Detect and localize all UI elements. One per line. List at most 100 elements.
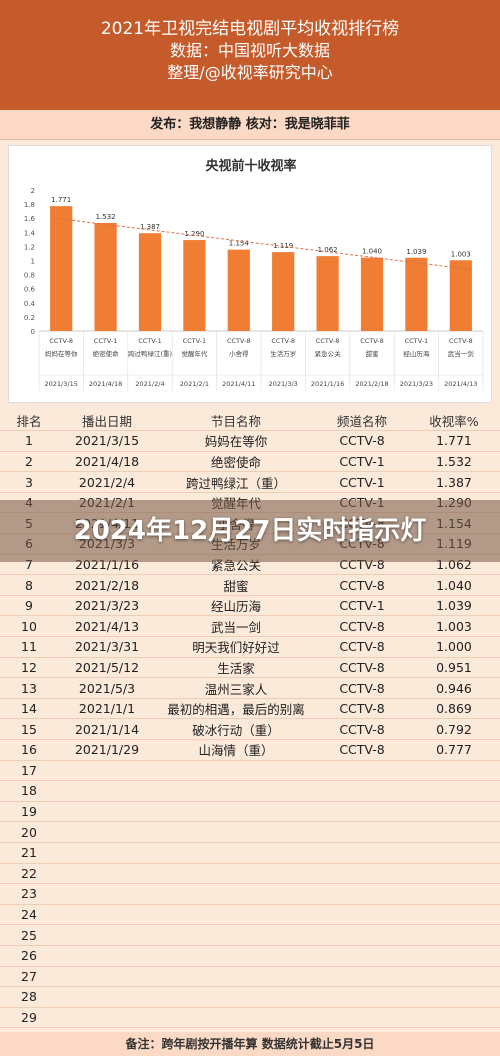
- table-cell: [408, 904, 500, 926]
- table-header-cell: 频道名称: [316, 410, 408, 432]
- table-cell: [316, 821, 408, 843]
- table-header-cell: 收视率%: [408, 410, 500, 432]
- table-row: 26: [0, 945, 500, 967]
- table-cell: 2021/3/31: [58, 636, 156, 658]
- bar-chart: 央视前十收视率 0 0.2 0.4 0.6 0.8 1 1.2 1.4 1.6 1.8 2 1.771 C…: [24, 158, 484, 391]
- table-cell: [316, 924, 408, 946]
- table-row: 17: [0, 760, 500, 782]
- table-cell: [316, 883, 408, 905]
- table-cell: 1.000: [408, 636, 500, 658]
- table-cell: [156, 801, 316, 823]
- header-banner: 2021年卫视完结电视剧平均收视排行榜 数据：中国视听大数据 整理/@收视率研究…: [0, 0, 500, 110]
- x-category-label: 觉醒年代: [181, 349, 208, 358]
- table-cell: 最初的相遇，最后的别离: [156, 698, 316, 720]
- table-cell: CCTV-1: [316, 471, 408, 493]
- table-cell: 山海情（重）: [156, 739, 316, 761]
- table-row: 19: [0, 801, 500, 823]
- table-cell: [58, 780, 156, 802]
- bar: [183, 240, 206, 331]
- table-cell: 12: [0, 657, 58, 679]
- table-cell: 14: [0, 698, 58, 720]
- table-cell: 1.003: [408, 615, 500, 638]
- table-cell: 甜蜜: [156, 574, 316, 596]
- table-cell: CCTV-8: [316, 615, 408, 638]
- bar: [316, 256, 339, 331]
- table-cell: 1: [0, 430, 58, 452]
- table-cell: 温州三家人: [156, 677, 316, 699]
- table-header-cell: 排名: [0, 410, 58, 432]
- table-cell: [316, 842, 408, 864]
- table-cell: 0.792: [408, 718, 500, 740]
- bar-value-label: 1.154: [229, 240, 250, 248]
- y-tick-label: 0: [31, 328, 35, 336]
- x-date-label: 2021/2/1: [180, 380, 209, 388]
- table-row: 21: [0, 842, 500, 864]
- trend-line: [52, 217, 475, 271]
- table-cell: 20: [0, 821, 58, 843]
- x-date-label: 2021/2/4: [135, 380, 164, 388]
- table-cell: 19: [0, 801, 58, 823]
- overlay-caption: 2024年12月27日实时指示灯: [73, 516, 427, 546]
- table-cell: [408, 1007, 500, 1029]
- table-cell: 0.946: [408, 677, 500, 699]
- table-cell: 25: [0, 924, 58, 946]
- table-row: 16 2021/1/29 山海情（重） CCTV-8 0.777: [0, 739, 500, 761]
- table-cell: [408, 924, 500, 946]
- table-row: 11 2021/3/31 明天我们好好过 CCTV-8 1.000: [0, 636, 500, 658]
- table-cell: [58, 986, 156, 1008]
- x-category-label: 甜蜜: [366, 349, 380, 358]
- bar: [449, 260, 472, 331]
- table-cell: 22: [0, 863, 58, 885]
- table-header-cell: 节目名称: [156, 410, 316, 432]
- table-row: 20: [0, 821, 500, 843]
- bar-value-label: 1.040: [362, 248, 382, 256]
- table-cell: [156, 780, 316, 802]
- table-row: 8 2021/2/18 甜蜜 CCTV-8 1.040: [0, 574, 500, 596]
- table-cell: 24: [0, 904, 58, 926]
- y-tick-label: 1.2: [24, 243, 35, 251]
- table-cell: [58, 904, 156, 926]
- table-cell: CCTV-8: [316, 574, 408, 596]
- table-cell: CCTV-8: [316, 636, 408, 658]
- x-date-label: 2021/4/18: [89, 380, 122, 388]
- table-cell: 2021/1/14: [58, 718, 156, 740]
- table-cell: [408, 760, 500, 782]
- x-channel-label: CCTV-1: [405, 337, 429, 345]
- table-header-cell: 播出日期: [58, 410, 156, 432]
- table-cell: [156, 966, 316, 988]
- table-cell: 28: [0, 986, 58, 1008]
- table-cell: [58, 1007, 156, 1029]
- table-cell: [156, 986, 316, 1008]
- bar-value-label: 1.387: [140, 223, 160, 231]
- bar: [360, 257, 384, 331]
- table-cell: [316, 966, 408, 988]
- table-row: 10 2021/4/13 武当一剑 CCTV-8 1.003: [0, 615, 500, 638]
- table-cell: 23: [0, 883, 58, 905]
- header-compiler: 整理/@收视率研究中心: [167, 63, 333, 82]
- table-cell: [156, 821, 316, 843]
- table-row: 13 2021/5/3 温州三家人 CCTV-8 0.946: [0, 677, 500, 699]
- table-cell: CCTV-8: [316, 677, 408, 699]
- table-cell: [58, 945, 156, 967]
- x-category-label: 生活万岁: [270, 349, 296, 358]
- table-row: 24: [0, 904, 500, 926]
- table-cell: [316, 801, 408, 823]
- table-cell: 1.771: [408, 430, 500, 452]
- table-cell: CCTV-8: [316, 657, 408, 679]
- x-category-label: 武当一剑: [448, 349, 474, 358]
- table-row: 22: [0, 863, 500, 885]
- publish-bar: 发布：我想静静 核对：我是晓菲菲: [0, 110, 500, 140]
- table-cell: 2021/5/3: [58, 677, 156, 699]
- table-cell: 跨过鸭绿江（重）: [156, 471, 316, 493]
- table-cell: 明天我们好好过: [156, 636, 316, 658]
- table-cell: [58, 842, 156, 864]
- table-row: 29: [0, 1007, 500, 1029]
- table-cell: CCTV-1: [316, 451, 408, 473]
- y-tick-label: 2: [31, 187, 35, 195]
- y-tick-label: 0.4: [24, 300, 36, 308]
- bar-value-label: 1.062: [318, 246, 338, 254]
- x-channel-label: CCTV-8: [360, 337, 384, 345]
- table-cell: CCTV-8: [316, 718, 408, 740]
- table-cell: 1.039: [408, 595, 500, 617]
- table-cell: [58, 924, 156, 946]
